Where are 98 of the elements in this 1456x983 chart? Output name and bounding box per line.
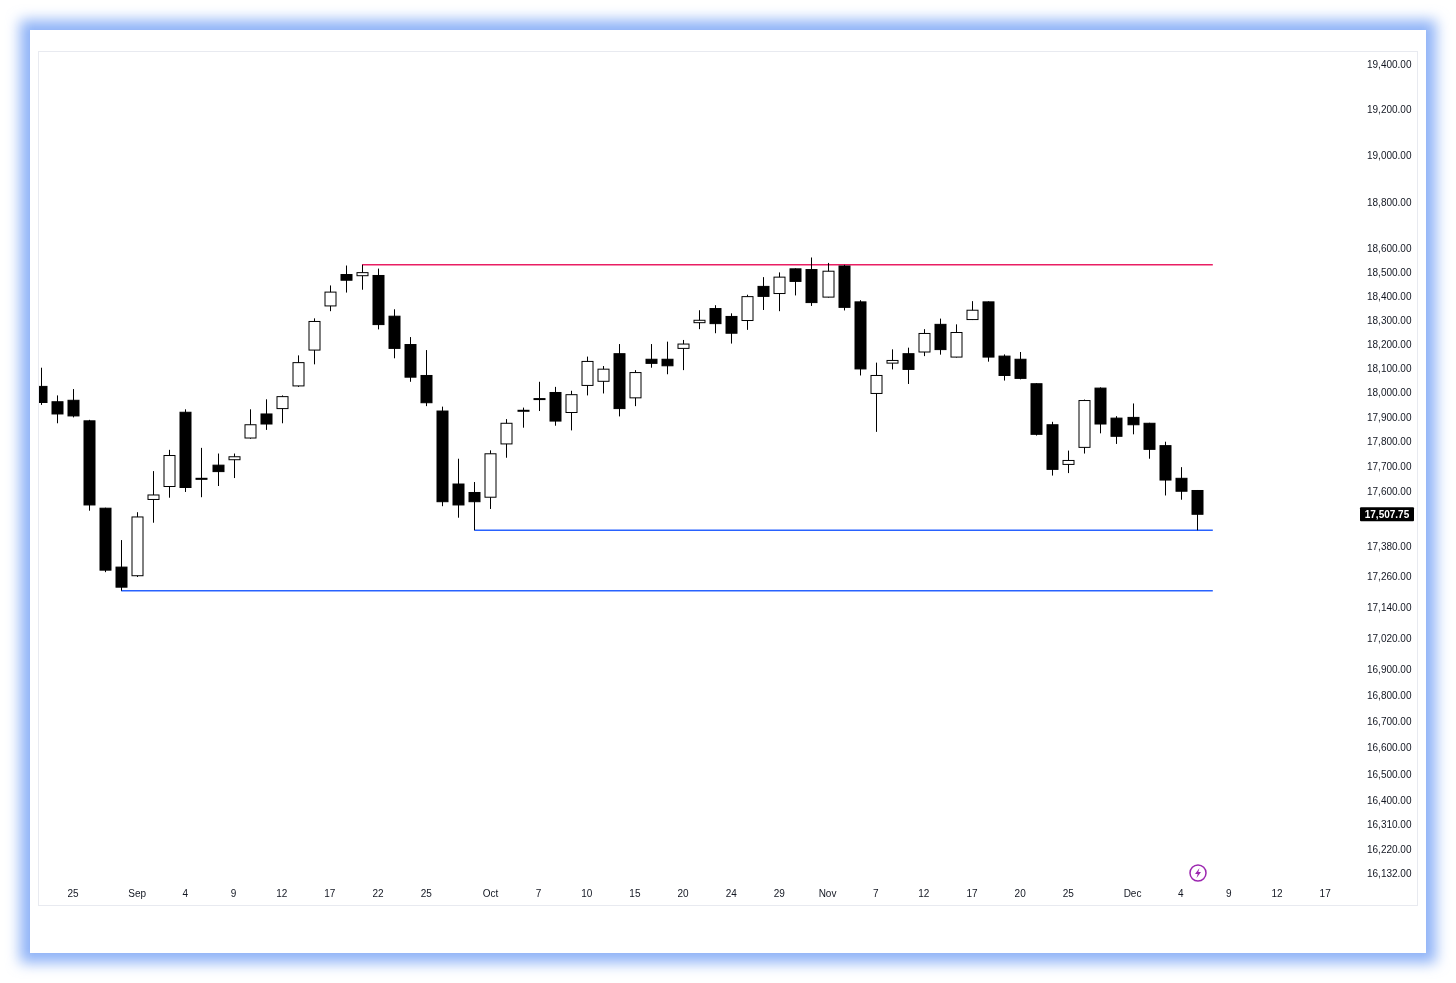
y-tick-label: 16,132.00 bbox=[1367, 867, 1412, 879]
y-tick-label: 17,900.00 bbox=[1367, 411, 1412, 423]
y-tick-label: 19,000.00 bbox=[1367, 150, 1412, 162]
x-tick-label: 10 bbox=[581, 888, 593, 899]
y-tick-label: 16,500.00 bbox=[1367, 768, 1412, 780]
x-tick-label: 25 bbox=[420, 888, 433, 899]
x-tick-label: 7 bbox=[872, 888, 879, 899]
candlestick bbox=[918, 328, 931, 357]
candlestick bbox=[517, 407, 530, 429]
x-tick-label: Sep bbox=[128, 888, 147, 899]
candlestick bbox=[565, 390, 578, 431]
y-tick-label: 17,260.00 bbox=[1367, 571, 1412, 583]
candlestick bbox=[195, 447, 208, 498]
x-tick-label: 25 bbox=[67, 888, 80, 899]
x-tick-label: 17 bbox=[324, 888, 336, 899]
candlestick bbox=[260, 398, 273, 431]
candlestick bbox=[533, 381, 546, 412]
candlestick bbox=[276, 394, 289, 424]
y-tick-label: 17,800.00 bbox=[1367, 436, 1412, 448]
y-tick-label: 16,600.00 bbox=[1367, 742, 1412, 754]
y-tick-label: 16,900.00 bbox=[1367, 663, 1412, 675]
candlestick bbox=[757, 276, 770, 311]
y-tick-label: 18,400.00 bbox=[1367, 290, 1412, 302]
x-tick-label: 29 bbox=[773, 888, 786, 899]
x-tick-label: 9 bbox=[1226, 888, 1233, 899]
y-tick-label: 16,700.00 bbox=[1367, 715, 1412, 727]
candlestick bbox=[709, 304, 722, 334]
text: 17,507.75 bbox=[1364, 508, 1410, 520]
y-tick-label: 17,380.00 bbox=[1367, 540, 1412, 552]
candlestick bbox=[324, 284, 337, 312]
candlestick bbox=[741, 294, 754, 331]
candlestick bbox=[67, 388, 80, 418]
y-tick-label: 18,200.00 bbox=[1367, 338, 1412, 350]
candlestick bbox=[340, 265, 353, 294]
candlestick bbox=[452, 458, 465, 519]
candlestick bbox=[1014, 351, 1027, 380]
x-tick-label: 22 bbox=[372, 888, 385, 899]
candlestick bbox=[870, 362, 883, 433]
candlestick bbox=[773, 271, 786, 312]
x-tick-label: 4 bbox=[182, 888, 189, 899]
x-tick-label: 9 bbox=[230, 888, 237, 899]
x-tick-label: 12 bbox=[276, 888, 288, 899]
y-tick-label: 17,140.00 bbox=[1367, 601, 1412, 613]
candlestick bbox=[292, 354, 305, 388]
x-tick-label: 12 bbox=[1271, 888, 1284, 899]
x-tick-label: 17 bbox=[1319, 888, 1332, 899]
y-tick-label: 18,500.00 bbox=[1367, 267, 1412, 279]
candlestick bbox=[998, 353, 1011, 382]
x-tick-label: Dec bbox=[1123, 888, 1142, 899]
candlestick bbox=[1062, 450, 1075, 474]
candlestick bbox=[725, 312, 738, 345]
candlestick bbox=[1191, 489, 1204, 531]
candlestick bbox=[147, 470, 160, 524]
x-tick-label: 25 bbox=[1062, 888, 1075, 899]
candlestick bbox=[244, 408, 257, 440]
y-tick-label: 17,600.00 bbox=[1367, 485, 1412, 497]
y-tick-label: 16,310.00 bbox=[1367, 819, 1412, 831]
x-tick-label: 17 bbox=[966, 888, 979, 899]
candlestick bbox=[789, 267, 802, 296]
y-tick-label: 18,600.00 bbox=[1367, 243, 1412, 255]
candlestick bbox=[228, 453, 241, 479]
y-tick-label: 18,000.00 bbox=[1367, 387, 1412, 399]
x-tick-label: 15 bbox=[629, 888, 641, 899]
candlestick bbox=[468, 481, 481, 531]
candlestick bbox=[356, 264, 369, 291]
y-tick-label: 18,100.00 bbox=[1367, 362, 1412, 374]
x-tick-label: 4 bbox=[1177, 888, 1184, 899]
candlestick bbox=[597, 365, 610, 394]
x-tick-label: 12 bbox=[918, 888, 930, 899]
y-tick-label: 16,400.00 bbox=[1367, 795, 1412, 807]
candlestick bbox=[886, 348, 899, 370]
candlestick bbox=[1127, 402, 1140, 435]
x-tick-label: 20 bbox=[1014, 888, 1027, 899]
y-tick-label: 19,400.00 bbox=[1367, 58, 1412, 70]
candlestick bbox=[677, 339, 690, 371]
y-tick-label: 19,200.00 bbox=[1367, 104, 1412, 116]
y-tick-label: 18,800.00 bbox=[1367, 196, 1412, 208]
candlestick bbox=[500, 418, 513, 459]
x-tick-label: 24 bbox=[725, 888, 738, 899]
candlestick bbox=[661, 341, 674, 375]
y-tick-label: 17,700.00 bbox=[1367, 460, 1412, 472]
y-tick-label: 18,300.00 bbox=[1367, 314, 1412, 326]
x-tick-label: 7 bbox=[535, 888, 542, 899]
candlestick bbox=[51, 394, 64, 424]
x-tick-label: Oct bbox=[482, 888, 499, 899]
y-tick-label: 17,020.00 bbox=[1367, 632, 1412, 644]
candlestick bbox=[1175, 466, 1188, 501]
y-tick-label: 16,220.00 bbox=[1367, 843, 1412, 855]
candlestick bbox=[115, 539, 128, 592]
candlestick bbox=[902, 347, 915, 385]
candlestick bbox=[212, 453, 225, 487]
candlestick bbox=[581, 356, 594, 396]
candlestick bbox=[1110, 415, 1123, 445]
x-tick-label: Nov bbox=[818, 888, 837, 899]
y-tick-label: 16,800.00 bbox=[1367, 689, 1412, 701]
x-tick-label: 20 bbox=[677, 888, 690, 899]
candlestick bbox=[693, 309, 706, 330]
candlestick bbox=[645, 343, 658, 369]
